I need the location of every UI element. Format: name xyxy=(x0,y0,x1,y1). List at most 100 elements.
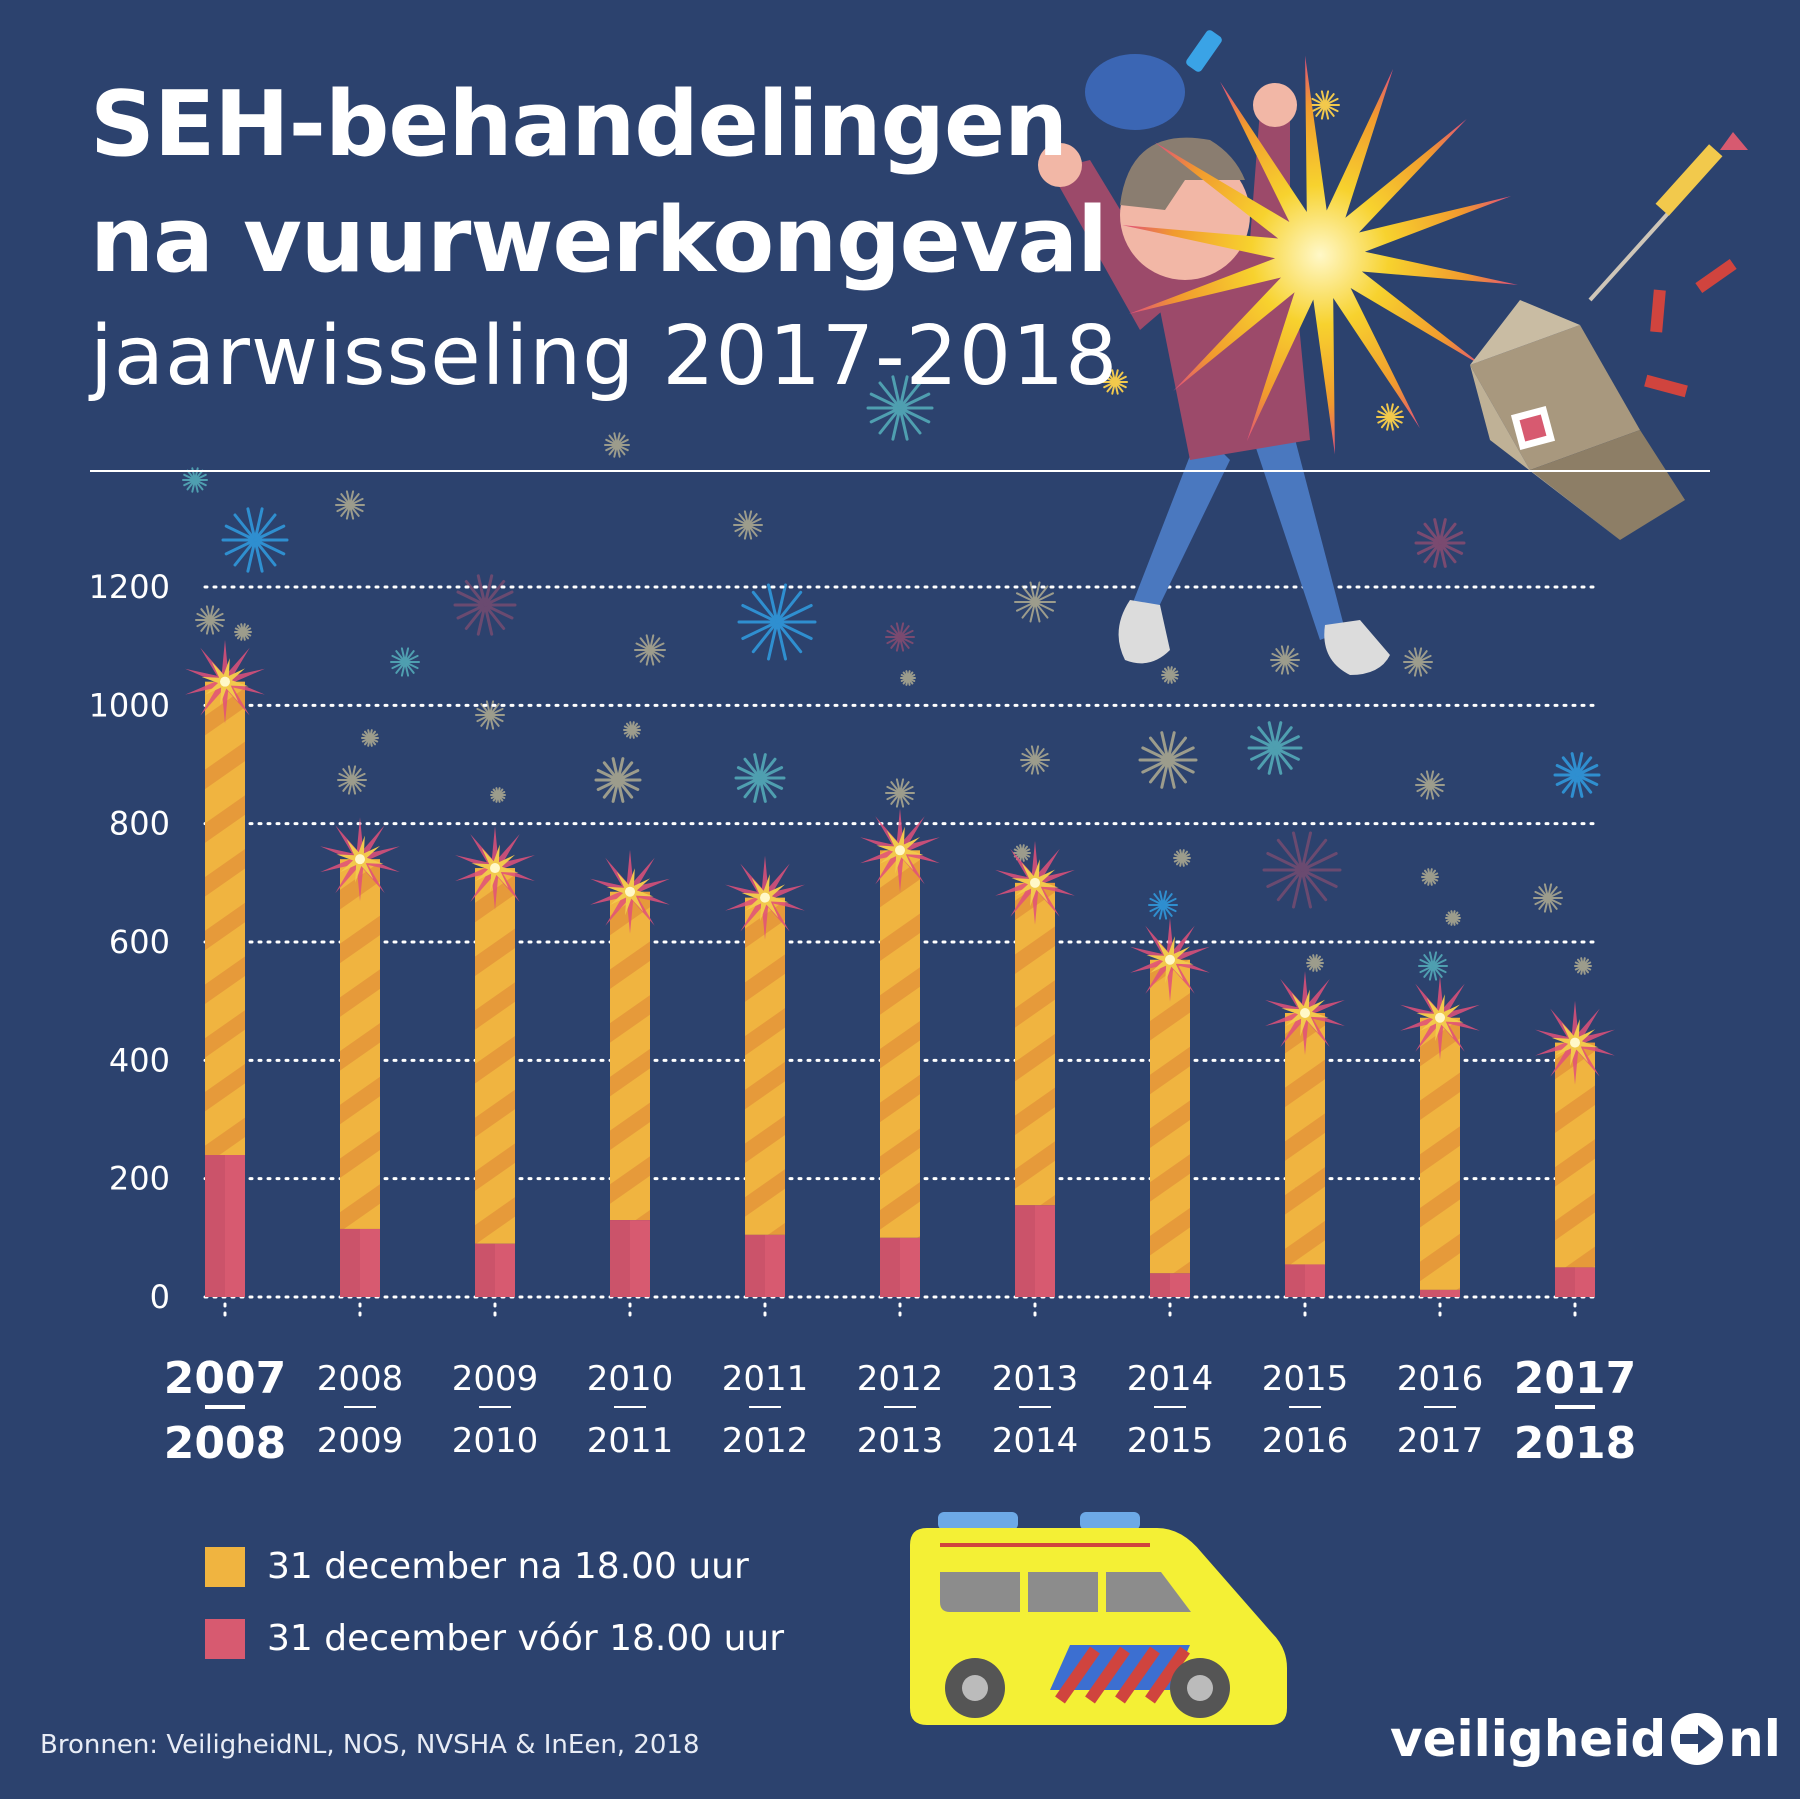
brand-text-left: veiligheid xyxy=(1390,1710,1667,1768)
bar-before-18-shade xyxy=(1150,1273,1170,1297)
x-label-bottom: 2014 xyxy=(992,1421,1079,1461)
left-hand-icon xyxy=(1038,143,1082,187)
x-label-top: 2009 xyxy=(452,1359,539,1399)
bar-before-18-shade xyxy=(340,1228,360,1297)
boy-illustration xyxy=(1038,30,1518,675)
bar-before-18-shade xyxy=(1420,1289,1440,1297)
firework-burst-icon xyxy=(737,583,817,661)
x-label-bottom: 2008 xyxy=(164,1418,286,1469)
firework-burst-icon xyxy=(1020,745,1050,775)
bar-sparkle-icon xyxy=(320,817,400,902)
firework-burst-icon xyxy=(1414,518,1466,568)
x-label-bottom: 2010 xyxy=(452,1421,539,1461)
firework-burst-icon xyxy=(1161,666,1179,684)
firework-burst-icon xyxy=(594,757,642,803)
firework-burst-icon xyxy=(1148,890,1178,920)
bar-before-18-shade xyxy=(1015,1205,1035,1297)
x-label-bottom: 2012 xyxy=(722,1421,809,1461)
firework-burst-icon xyxy=(1173,849,1191,867)
bars xyxy=(185,639,1615,1297)
firework-burst-icon xyxy=(1138,731,1198,789)
legend-label-after: 31 december na 18.00 uur xyxy=(267,1546,749,1587)
firework-burst-icon xyxy=(390,647,420,677)
legend-swatch-pink xyxy=(205,1618,245,1659)
bar-before-18-shade xyxy=(880,1237,900,1297)
flying-cap-icon xyxy=(1085,54,1185,130)
x-label-top: 2013 xyxy=(992,1359,1079,1399)
firework-burst-icon xyxy=(234,623,252,641)
y-tick-label: 200 xyxy=(109,1160,170,1198)
bar-sparkle-icon xyxy=(725,855,805,940)
gridlines xyxy=(203,585,1602,1299)
left-shoe-icon xyxy=(1118,600,1170,664)
firework-burst-icon xyxy=(1306,954,1324,972)
firework-burst-icon xyxy=(1415,770,1445,800)
x-label-top: 2012 xyxy=(857,1359,944,1399)
x-label-bottom: 2016 xyxy=(1262,1421,1349,1461)
firework-burst-icon xyxy=(1533,883,1563,913)
y-tick-label: 400 xyxy=(109,1041,170,1079)
fireworks-box-icon xyxy=(1470,300,1685,540)
bar-sparkle-icon xyxy=(995,840,1075,925)
firework-burst-icon xyxy=(453,574,517,636)
y-tick-label: 600 xyxy=(109,923,170,961)
legend-label-before: 31 december vóór 18.00 uur xyxy=(267,1618,785,1659)
legend-item-after-18: 31 december na 18.00 uur xyxy=(205,1546,749,1587)
ambulance-icon xyxy=(910,1512,1287,1725)
firework-burst-icon xyxy=(1421,868,1439,886)
title-line-2: na vuurwerkongeval xyxy=(90,188,1108,293)
bar-before-18-shade xyxy=(475,1243,495,1297)
x-axis-labels: 2007 2008 2008 2009 2009 2010 2010 2011 2011 2012… xyxy=(164,1302,1636,1469)
brand-logo: veiligheid nl xyxy=(1390,1710,1781,1768)
x-label-bottom: 2011 xyxy=(587,1421,674,1461)
subtitle: jaarwisseling 2017-2018 xyxy=(90,309,1119,404)
firework-burst-icon xyxy=(634,634,666,666)
legend-item-before-18: 31 december vóór 18.00 uur xyxy=(205,1618,784,1659)
firework-burst-icon xyxy=(1262,831,1342,909)
x-label-top: 2007 xyxy=(164,1353,286,1404)
bar-after-18 xyxy=(610,891,650,1221)
bar-sparkle-icon xyxy=(455,826,535,910)
brand-text-right: nl xyxy=(1728,1710,1781,1768)
bar-before-18-shade xyxy=(205,1155,225,1297)
source-note: Bronnen: VeiligheidNL, NOS, NVSHA & InEe… xyxy=(40,1730,700,1760)
firework-burst-icon xyxy=(1418,951,1448,981)
firework-burst-icon xyxy=(623,721,641,739)
x-label-bottom: 2013 xyxy=(857,1421,944,1461)
bar-sparkle-icon xyxy=(185,639,265,724)
lighter-icon xyxy=(1186,30,1222,72)
firework-burst-icon xyxy=(475,700,505,730)
firecracker-icons xyxy=(1644,259,1737,398)
x-label-top: 2014 xyxy=(1127,1359,1214,1399)
x-label-top: 2008 xyxy=(317,1359,404,1399)
explosion-icon xyxy=(1122,55,1518,455)
bar-after-18 xyxy=(880,850,920,1238)
title-line-1: SEH-behandelingen xyxy=(90,72,1068,177)
firework-burst-icon xyxy=(361,729,379,747)
y-tick-label: 800 xyxy=(109,805,170,843)
bar-after-18 xyxy=(340,859,380,1229)
firework-burst-icon xyxy=(335,490,365,520)
bar-sparkle-icon xyxy=(1130,917,1210,1002)
firework-burst-icon xyxy=(1014,581,1056,623)
firework-burst-icon xyxy=(734,753,786,803)
x-label-top: 2011 xyxy=(722,1359,809,1399)
right-hand-icon xyxy=(1253,83,1297,127)
fireworks-decoration xyxy=(182,90,1601,981)
firework-burst-icon xyxy=(337,765,367,795)
bar-after-18 xyxy=(1420,1017,1460,1290)
bar-before-18-shade xyxy=(1555,1267,1575,1297)
x-label-bottom: 2018 xyxy=(1514,1418,1636,1469)
legend-swatch-orange xyxy=(205,1546,245,1587)
firework-burst-icon xyxy=(1553,752,1601,798)
firework-burst-icon xyxy=(866,375,934,441)
firework-burst-icon xyxy=(604,432,630,458)
bar-after-18 xyxy=(1150,959,1190,1274)
firework-burst-icon xyxy=(733,510,763,540)
bar-sparkle-icon xyxy=(1400,975,1480,1060)
bar-sparkle-icon xyxy=(1265,971,1345,1055)
firework-burst-icon xyxy=(490,787,506,803)
firework-burst-icon xyxy=(1574,957,1592,975)
